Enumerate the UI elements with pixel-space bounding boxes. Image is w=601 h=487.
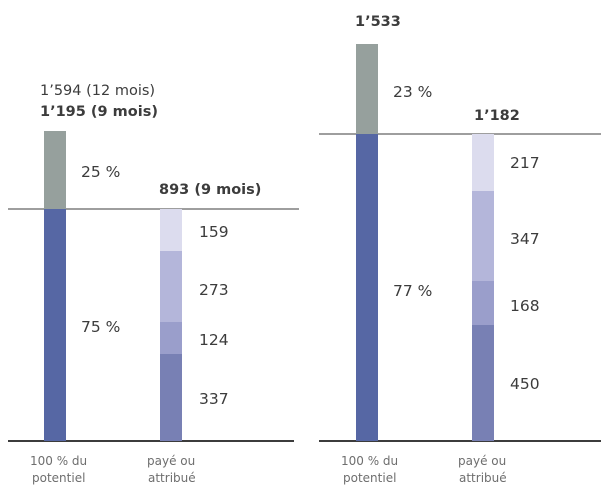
right-paid-segment-2 (472, 281, 494, 325)
left-paid-segment-2 (160, 322, 182, 354)
left-top-label-9-mois: 1’195 (9 mois) (40, 104, 158, 120)
right-lower-percent-label: 77 % (393, 282, 432, 300)
left-seg-label-2: 124 (199, 331, 229, 349)
right-xlabel-2-line2: attribué (459, 471, 507, 485)
left-upper-percent-label: 25 % (81, 163, 120, 181)
left-xlabel-1-line2: potentiel (32, 471, 85, 485)
left-paid-segment-3 (160, 251, 182, 322)
chart-left: 1’594 (12 mois) 1’195 (9 mois) 25 % 75 %… (8, 83, 299, 485)
right-xlabel-2-line1: payé ou (458, 454, 506, 468)
right-xlabel-1-line2: potentiel (343, 471, 396, 485)
right-xlabel-1-line1: 100 % du (341, 454, 398, 468)
right-paid-segment-3 (472, 191, 494, 281)
left-top-label-12-mois: 1’594 (12 mois) (40, 83, 155, 99)
right-top-label: 1’533 (355, 14, 401, 30)
left-paid-segment-4 (160, 209, 182, 251)
right-potential-upper-bar (356, 44, 378, 134)
chart-right: 1’533 23 % 77 % 1’182 217 347 168 450 10… (319, 14, 601, 485)
right-potential-lower-bar (356, 134, 378, 441)
left-paid-total-label: 893 (9 mois) (159, 182, 261, 198)
right-seg-label-4: 217 (510, 154, 540, 172)
left-seg-label-4: 159 (199, 223, 229, 241)
right-seg-label-2: 168 (510, 297, 540, 315)
left-xlabel-2-line2: attribué (148, 471, 196, 485)
left-seg-label-3: 273 (199, 281, 229, 299)
right-seg-label-1: 450 (510, 375, 540, 393)
left-xlabel-2-line1: payé ou (147, 454, 195, 468)
left-potential-upper-bar (44, 131, 66, 209)
right-paid-segment-1 (472, 325, 494, 441)
right-upper-percent-label: 23 % (393, 83, 432, 101)
right-paid-segment-4 (472, 134, 494, 191)
right-seg-label-3: 347 (510, 230, 540, 248)
left-lower-percent-label: 75 % (81, 318, 120, 336)
right-paid-total-label: 1’182 (474, 108, 520, 124)
left-seg-label-1: 337 (199, 390, 229, 408)
left-xlabel-1-line1: 100 % du (30, 454, 87, 468)
left-paid-segment-1 (160, 354, 182, 441)
left-potential-lower-bar (44, 209, 66, 441)
